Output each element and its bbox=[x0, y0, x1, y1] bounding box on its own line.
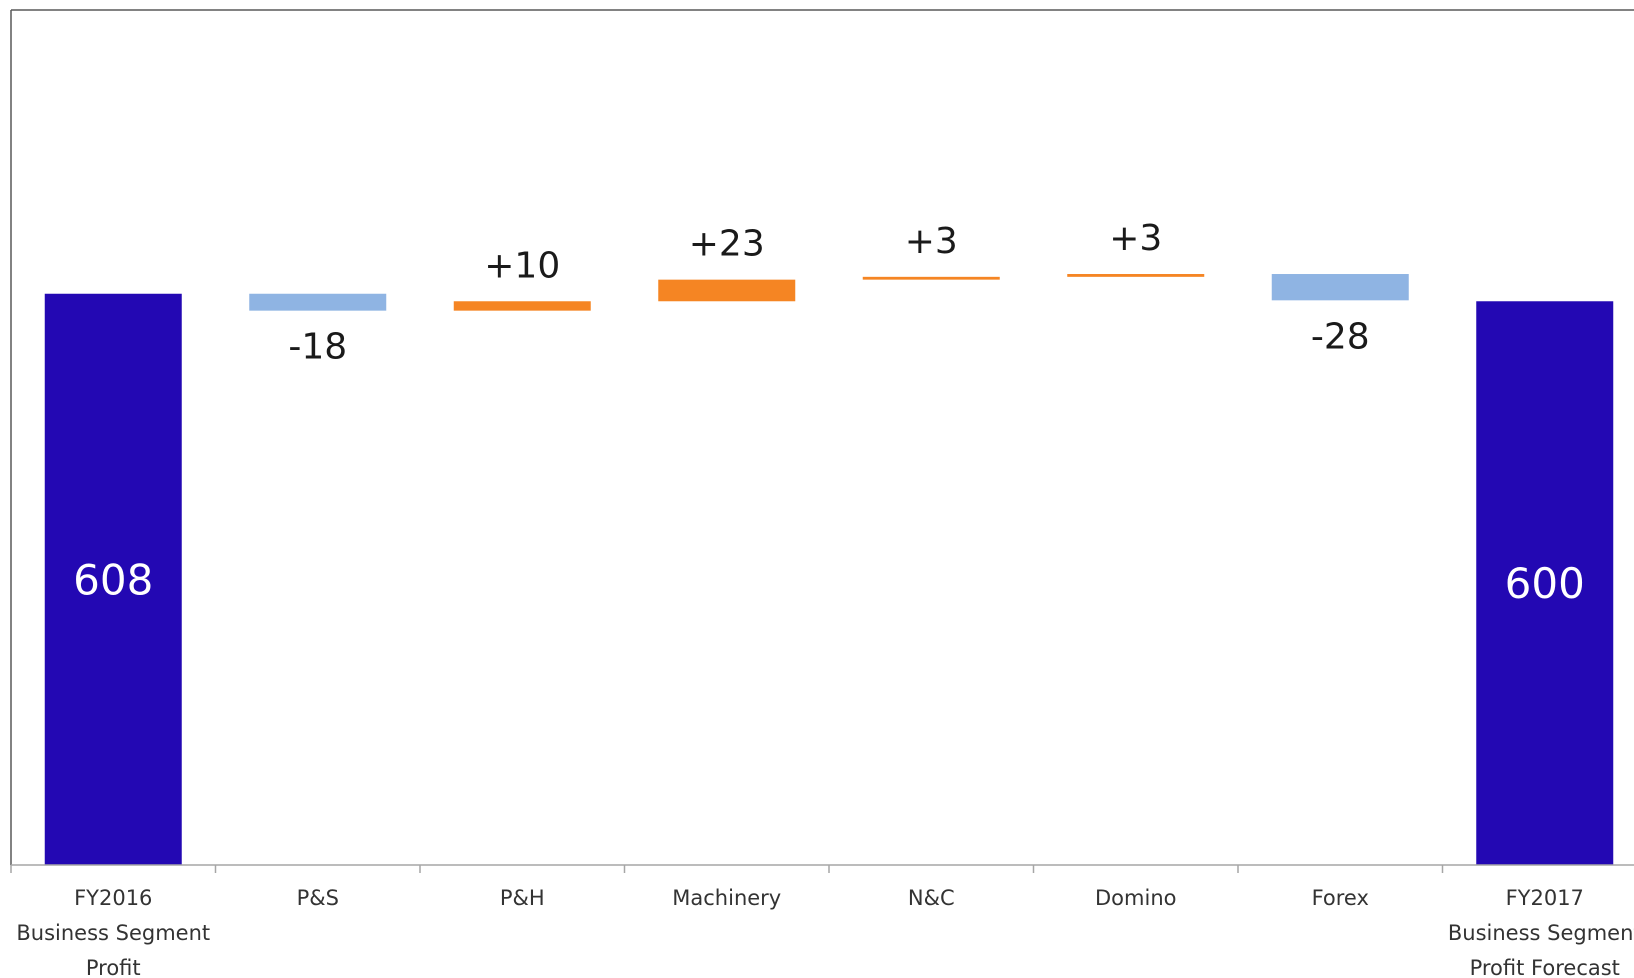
bar-value-label-6: -28 bbox=[1311, 316, 1370, 357]
x-tick-label-1: P&S bbox=[297, 886, 339, 910]
x-tick-label-3: Machinery bbox=[672, 886, 781, 910]
bar-value-label-1: -18 bbox=[288, 327, 347, 368]
bar-3 bbox=[658, 279, 796, 302]
bar-value-label-3: +23 bbox=[689, 224, 765, 265]
x-tick-label-6: Forex bbox=[1312, 886, 1369, 910]
bar-value-label-7: 600 bbox=[1505, 559, 1585, 608]
bar-labels: 608 -18 +10 +23 +3 +3 -28 600 bbox=[73, 218, 1585, 608]
x-axis bbox=[10, 864, 1634, 873]
plot-frame bbox=[10, 9, 1634, 865]
x-tick-label-2: P&H bbox=[500, 886, 545, 910]
bar-value-label-2: +10 bbox=[484, 245, 560, 286]
x-tick-labels: FY2016 Business Segment Profit P&S P&H Machin… bbox=[16, 886, 1634, 978]
bar-0 bbox=[44, 293, 182, 865]
x-tick-label-0: FY2016 Business Segment Profit bbox=[16, 886, 210, 978]
bar-value-label-0: 608 bbox=[73, 555, 153, 604]
bar-value-label-4: +3 bbox=[905, 221, 958, 262]
bar-2 bbox=[453, 301, 591, 311]
bar-5 bbox=[1067, 274, 1205, 277]
bar-7 bbox=[1476, 301, 1614, 865]
bar-value-label-5: +3 bbox=[1109, 218, 1162, 259]
x-tick-label-7: FY2017 Business Segment Profit Forecast bbox=[1448, 886, 1634, 978]
x-tick-label-4: N&C bbox=[908, 886, 955, 910]
bar-1 bbox=[249, 293, 387, 311]
x-tick-label-5: Domino bbox=[1095, 886, 1176, 910]
bars bbox=[44, 274, 1614, 865]
bar-6 bbox=[1271, 274, 1409, 301]
bar-4 bbox=[862, 276, 1000, 280]
